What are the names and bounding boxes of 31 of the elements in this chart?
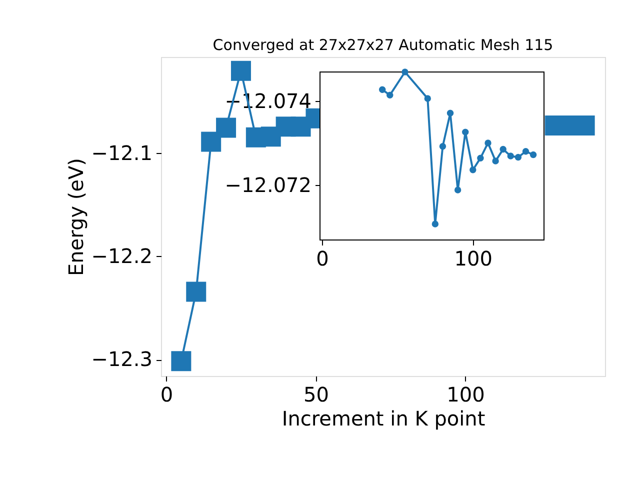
chart-title: Converged at 27x27x27 Automatic Mesh 115 bbox=[212, 36, 554, 54]
point bbox=[522, 148, 530, 155]
point bbox=[484, 140, 492, 146]
x-tick-label: 0 bbox=[316, 246, 329, 270]
point bbox=[470, 166, 476, 174]
y-tick-label: −12.2 bbox=[91, 244, 152, 268]
x-tick-label: 50 bbox=[304, 382, 329, 406]
point bbox=[378, 86, 386, 93]
point bbox=[446, 110, 454, 117]
point bbox=[500, 146, 506, 153]
point bbox=[402, 68, 408, 76]
point bbox=[439, 142, 446, 150]
point bbox=[477, 154, 484, 162]
y-tick-label: −12.3 bbox=[91, 347, 152, 372]
point bbox=[432, 220, 439, 228]
point bbox=[386, 92, 394, 98]
point bbox=[507, 152, 514, 160]
y-tick-label: −12.072 bbox=[224, 172, 312, 197]
point bbox=[462, 128, 469, 136]
x-tick-label: 0 bbox=[160, 382, 174, 406]
point bbox=[454, 186, 462, 194]
point bbox=[424, 95, 431, 102]
x-tick-label: 100 bbox=[446, 382, 485, 406]
point bbox=[530, 151, 537, 158]
point bbox=[171, 351, 192, 372]
x-axis-title: Increment in K point bbox=[282, 406, 486, 430]
x-tick-label: 100 bbox=[454, 246, 492, 270]
y-axis-title: Energy (eV) bbox=[64, 158, 88, 276]
y-tick-label: −12.1 bbox=[91, 140, 152, 165]
point bbox=[492, 158, 499, 164]
point bbox=[514, 154, 522, 161]
